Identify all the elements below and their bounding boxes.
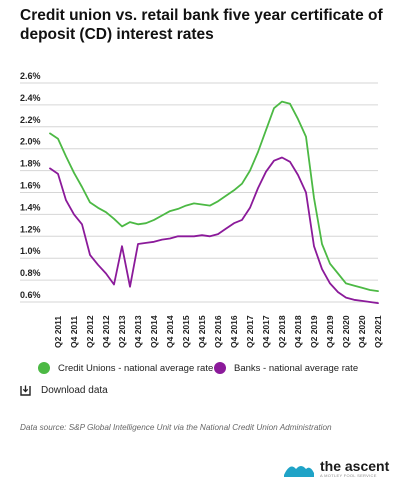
- brand-logo[interactable]: the ascent A MOTLEY FOOL SERVICE: [282, 459, 389, 479]
- x-tick-label: Q2 2021: [373, 315, 383, 348]
- legend-marker-credit-unions: [38, 362, 50, 374]
- x-tick-label: Q2 2015: [181, 315, 191, 348]
- y-tick-label: 2.2%: [20, 115, 41, 125]
- y-tick-label: 1.2%: [20, 224, 41, 234]
- x-tick-label: Q4 2015: [197, 315, 207, 348]
- legend-label-credit-unions: Credit Unions - national average rate: [58, 362, 214, 374]
- download-icon: [20, 385, 31, 396]
- y-tick-label: 2.0%: [20, 137, 41, 147]
- brand-name: the ascent: [320, 458, 390, 474]
- x-tick-label: Q4 2013: [133, 315, 143, 348]
- x-tick-label: Q4 2012: [101, 315, 111, 348]
- x-tick-label: Q2 2020: [341, 315, 351, 348]
- x-tick-label: Q4 2014: [165, 315, 175, 348]
- download-data-button[interactable]: Download data: [20, 385, 108, 396]
- legend-credit-unions[interactable]: Credit Unions - national average rate: [38, 362, 213, 374]
- y-tick-label: 1.8%: [20, 159, 41, 169]
- the-ascent-logo-icon: [284, 466, 314, 477]
- x-tick-label: Q4 2017: [261, 315, 271, 348]
- x-tick-label: Q2 2013: [117, 315, 127, 348]
- x-tick-label: Q2 2011: [53, 316, 63, 348]
- x-tick-label: Q4 2011: [69, 316, 79, 348]
- brand-tagline: A MOTLEY FOOL SERVICE: [320, 473, 377, 478]
- x-tick-label: Q4 2019: [325, 315, 335, 348]
- x-tick-label: Q2 2012: [85, 315, 95, 348]
- x-tick-label: Q4 2016: [229, 315, 239, 348]
- y-tick-label: 0.8%: [20, 268, 41, 278]
- legend-banks[interactable]: Banks - national average rate: [214, 362, 358, 374]
- legend-marker-banks: [214, 362, 226, 374]
- y-tick-label: 1.6%: [20, 181, 41, 191]
- y-tick-label: 1.0%: [20, 246, 41, 256]
- x-tick-label: Q2 2017: [245, 315, 255, 348]
- y-tick-label: 2.6%: [20, 71, 41, 81]
- y-tick-label: 0.6%: [20, 290, 41, 300]
- series-line-credit-unions: [49, 100, 379, 293]
- legend-label-banks: Banks - national average rate: [234, 362, 359, 374]
- x-tick-label: Q2 2016: [213, 315, 223, 348]
- y-tick-label: 2.4%: [20, 93, 41, 103]
- x-tick-label: Q2 2019: [309, 315, 319, 348]
- x-tick-label: Q2 2014: [149, 315, 159, 348]
- x-tick-label: Q4 2018: [293, 315, 303, 348]
- series-line-banks: [49, 156, 379, 305]
- line-chart: 0.6% 0.8% 1.0% 1.2% 1.4% 1.6% 1.8% 2.0% 2.2% 2.4%…: [20, 71, 383, 348]
- y-tick-label: 1.4%: [20, 202, 41, 212]
- x-tick-label: Q2 2018: [277, 315, 287, 348]
- chart-title: Credit union vs. retail bank five year c…: [20, 7, 383, 43]
- x-tick-label: Q4 2020: [357, 315, 367, 348]
- download-data-label: Download data: [41, 385, 108, 396]
- data-source-note: Data source: S&P Global Intelligence Uni…: [20, 423, 332, 432]
